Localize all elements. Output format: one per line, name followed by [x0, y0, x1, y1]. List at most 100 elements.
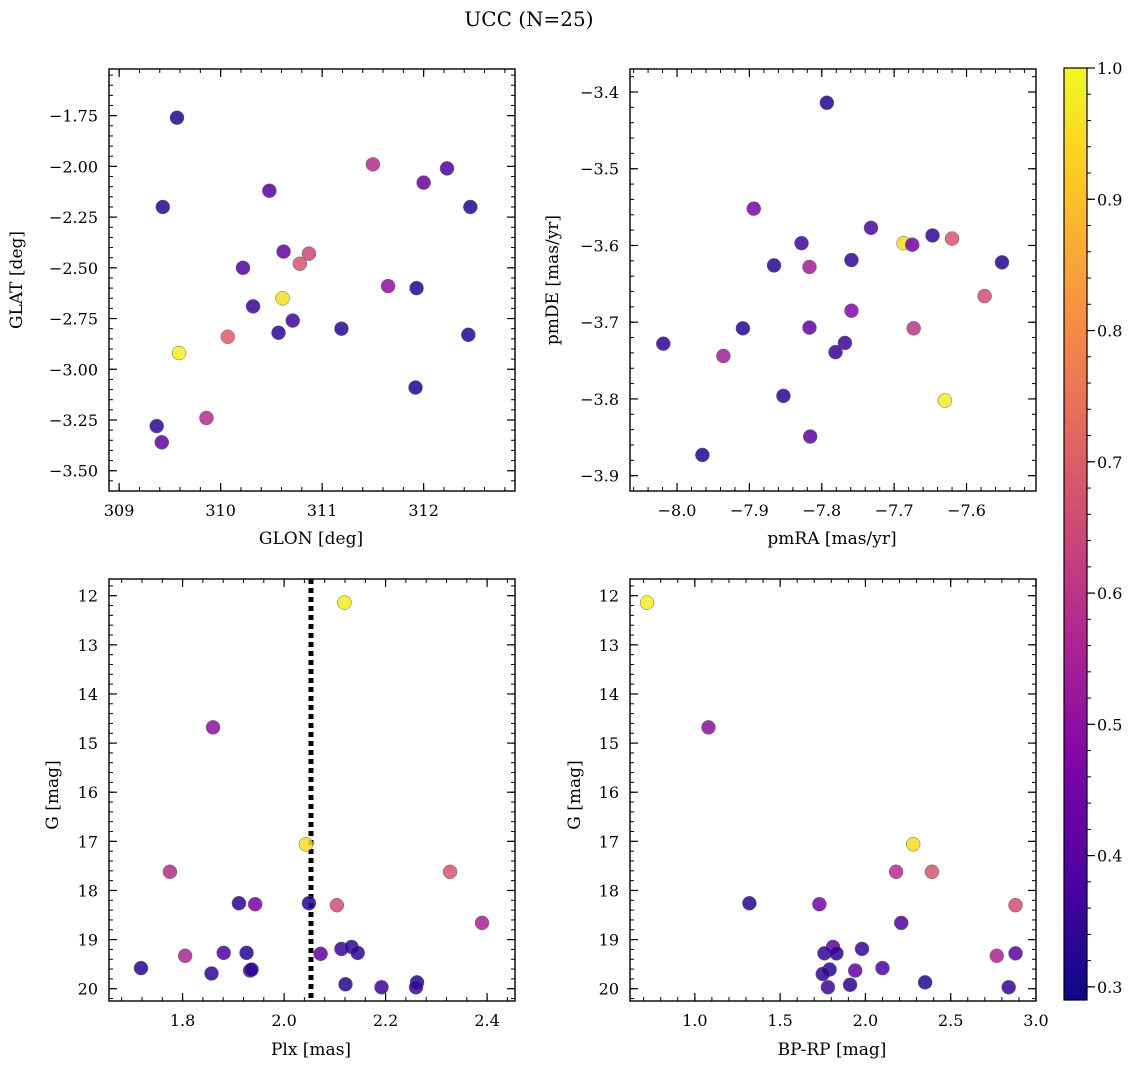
panel-pmra-pmde-point: [994, 255, 1010, 270]
panel-glon-glat-point: [155, 199, 171, 215]
panel-glon-glat-xtick-label: 311: [307, 501, 338, 520]
panel-pmra-pmde-point: [904, 237, 920, 252]
panel-glon-glat-point: [271, 325, 286, 340]
panel-bprp-g-xtick-label: 1.0: [682, 1011, 707, 1030]
panel-pmra-pmde-point: [802, 429, 818, 444]
panel-plx-g-point: [374, 979, 389, 995]
panel-glon-glat-point: [276, 244, 291, 259]
panel-glon-glat: GLON [deg] GLAT [deg] 309 310 311 312 −3.50 −…: [7, 68, 516, 549]
colorbar-tick-label: 1.0: [1097, 59, 1122, 78]
panel-glon-glat-point: [292, 256, 308, 272]
panel-glon-glat-point: [301, 246, 317, 261]
panel-plx-g-ytick-label: 14: [78, 685, 98, 704]
panel-plx-g-point: [301, 895, 317, 911]
panel-plx-g-xtick-label: 1.8: [170, 1011, 195, 1030]
panel-pmra-pmde-frame: [629, 68, 1037, 492]
panel-bprp-g-ytick-label: 15: [599, 734, 619, 753]
panel-bprp-g-point: [893, 915, 909, 931]
panel-bprp-g-ytick-label: 17: [599, 832, 619, 851]
panel-glon-glat-ytick-label: −2.00: [49, 157, 98, 176]
panel-bprp-g-point: [1001, 979, 1016, 995]
panel-plx-g-ylabel: G [mag]: [43, 760, 63, 829]
panel-pmra-pmde-point: [944, 231, 960, 246]
panel-bprp-g-point: [888, 864, 904, 880]
panel-glon-glat-point: [365, 157, 381, 172]
panel-pmra-pmde-ylabel: pmDE [mas/yr]: [543, 215, 563, 345]
panel-glon-glat-point: [199, 410, 214, 426]
panel-pmra-pmde-ytick-label: −3.4: [580, 83, 619, 102]
panel-glon-glat-point: [334, 321, 349, 336]
panel-bprp-g-point: [815, 966, 831, 982]
panel-glon-glat-ytick-label: −1.75: [49, 107, 98, 126]
panel-glon-glat-ytick-label: −3.00: [49, 360, 98, 379]
panel-glon-glat-point: [171, 345, 187, 361]
panel-plx-g-xtick-label: 2.4: [474, 1011, 499, 1030]
panel-bprp-g-point: [812, 896, 827, 912]
panel-glon-glat-xtick-label: 312: [408, 501, 439, 520]
colorbar-tick-label: 0.8: [1097, 322, 1122, 341]
panel-pmra-pmde-point: [925, 228, 940, 243]
panel-glon-glat-point: [154, 435, 170, 450]
panel-glon-glat-point: [416, 175, 431, 190]
colorbar-tick-label: 0.6: [1097, 584, 1122, 603]
panel-plx-g-point: [231, 895, 247, 911]
panel-glon-glat-point: [408, 380, 423, 395]
panel-bprp-g-point: [917, 975, 933, 990]
panel-plx-g-point: [239, 945, 254, 961]
panel-plx-g-point: [313, 946, 328, 962]
colorbar-tick-label: 0.5: [1097, 715, 1122, 734]
panel-bprp-g-ytick-label: 16: [599, 783, 619, 802]
panel-bprp-g-xtick-label: 3.0: [1023, 1011, 1048, 1030]
panel-plx-g-point: [244, 962, 259, 977]
panel-bprp-g-point: [989, 948, 1005, 964]
panel-glon-glat-ylabel: GLAT [deg]: [7, 231, 27, 329]
panel-plx-g-ytick-label: 18: [78, 881, 98, 900]
panel-glon-glat-xlabel: GLON [deg]: [259, 529, 363, 549]
panel-glon-glat-point: [439, 161, 455, 176]
panel-pmra-pmde: pmRA [mas/yr] pmDE [mas/yr] −8.0 −7.9 −7.8…: [543, 68, 1037, 549]
panel-glon-glat-ytick-label: −2.50: [49, 259, 98, 278]
panel-plx-g-point: [162, 864, 178, 880]
panel-plx-g-point: [408, 979, 424, 995]
panel-pmra-pmde-xtick-label: −7.8: [802, 501, 841, 520]
panel-plx-g-xtick-label: 2.2: [373, 1011, 398, 1030]
panel-bprp-g-point: [924, 864, 940, 880]
panel-bprp-g: BP-RP [mag] G [mag] 1.0 1.5 2.0 2.5 3.012131…: [565, 578, 1049, 1060]
panel-bprp-g-point: [742, 895, 757, 911]
panel-glon-glat-minor-ticks: [109, 69, 515, 492]
panel-pmra-pmde-point: [819, 95, 835, 111]
panel-plx-g-ytick-label: 16: [78, 783, 98, 802]
panel-glon-glat-xtick-label: 309: [104, 501, 135, 520]
panel-pmra-pmde-point: [716, 348, 731, 364]
panel-plx-g-point: [337, 595, 352, 610]
panel-bprp-g-minor-ticks: [630, 579, 1037, 1001]
colorbar-tick-label: 0.3: [1097, 978, 1122, 997]
colorbar-tick-label: 0.7: [1097, 453, 1122, 472]
panel-pmra-pmde-point: [695, 447, 710, 463]
panel-pmra-pmde-point: [776, 388, 791, 404]
panel-bprp-g-point: [829, 946, 844, 961]
panel-pmra-pmde-point: [844, 252, 859, 268]
panel-pmra-pmde-minor-ticks: [630, 69, 1036, 491]
panel-pmra-pmde-point: [794, 235, 809, 251]
panel-pmra-pmde-point: [802, 259, 817, 275]
panel-plx-g-point: [298, 837, 314, 852]
panel-plx-g-ytick-label: 13: [78, 636, 98, 655]
panel-bprp-g-point: [639, 595, 655, 610]
panel-bprp-g-point: [701, 720, 716, 735]
panel-pmra-pmde-point: [828, 344, 843, 360]
panel-bprp-g-point: [1008, 946, 1023, 961]
panel-glon-glat-ytick-label: −3.50: [49, 462, 98, 481]
panel-bprp-g-ylabel: G [mag]: [565, 760, 585, 829]
panel-glon-glat-point: [380, 278, 396, 294]
panel-glon-glat-point: [275, 291, 290, 306]
panel-plx-g: Plx [mas] G [mag] 1.8 2.0 2.2 2.4 12 13 14 15 16…: [43, 578, 516, 1060]
panel-glon-glat-point: [220, 329, 236, 345]
panel-bprp-g-ytick-label: 12: [599, 587, 619, 606]
panel-pmra-pmde-point: [977, 288, 992, 304]
colorbar-gradient: [1063, 67, 1088, 1001]
panel-glon-glat-point: [235, 260, 251, 276]
panel-pmra-pmde-point: [906, 321, 921, 336]
panel-glon-glat-point: [409, 280, 424, 296]
panel-plx-g-point: [474, 915, 490, 931]
